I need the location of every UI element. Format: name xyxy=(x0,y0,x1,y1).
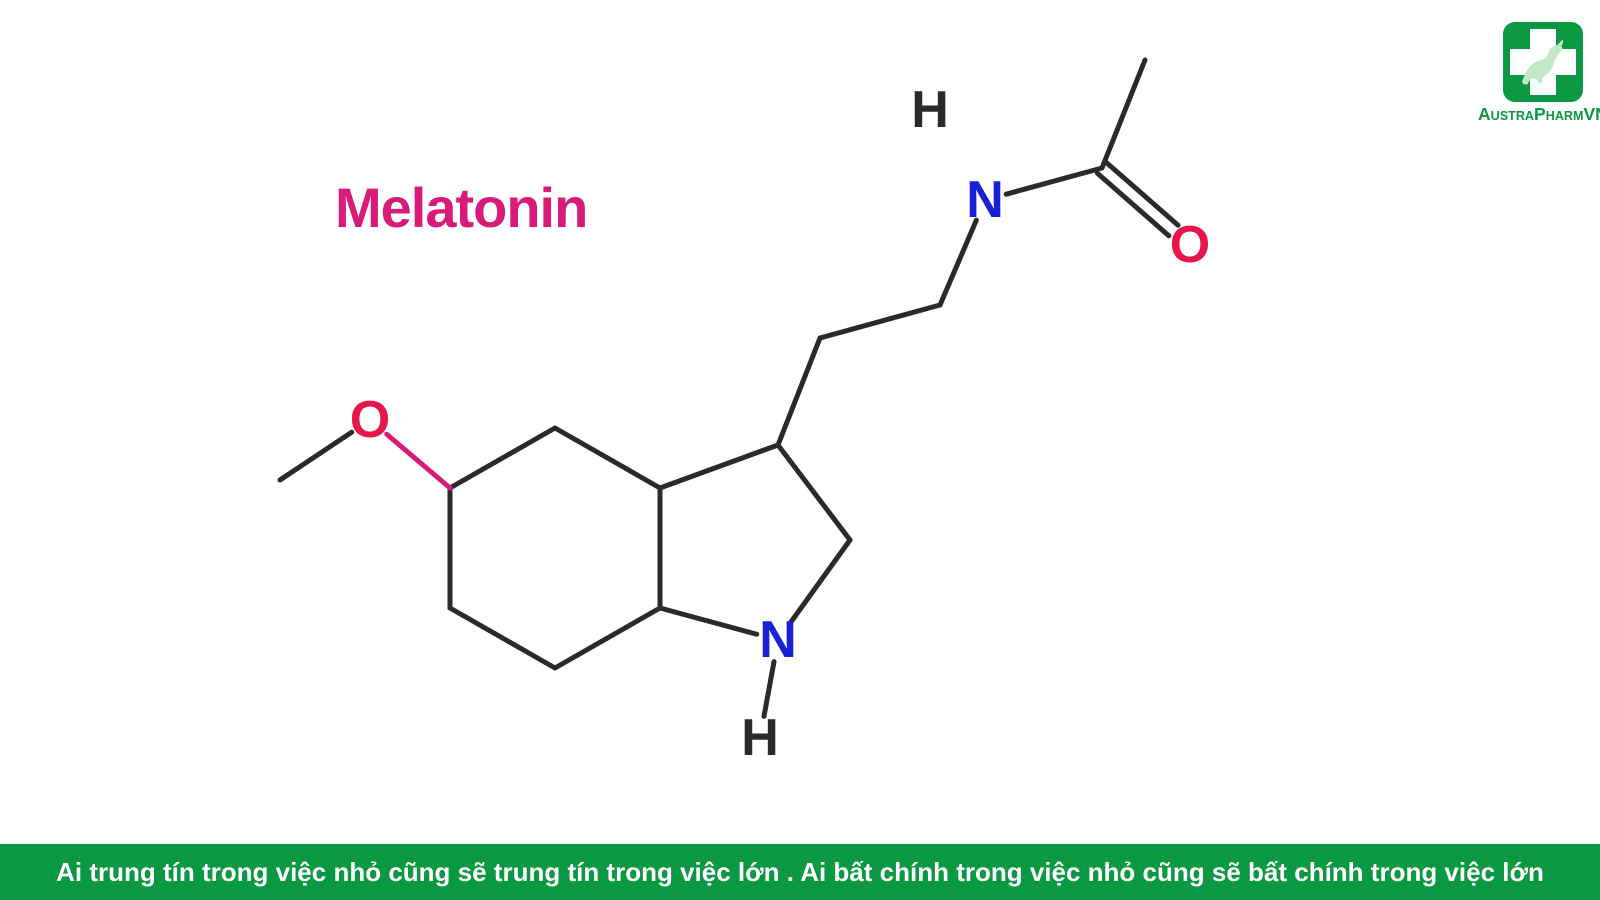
molecule-bonds xyxy=(0,0,1600,900)
kangaroo-icon xyxy=(1508,27,1578,97)
logo-text-harm: HARM xyxy=(1546,109,1584,123)
atom-N: N xyxy=(759,614,797,666)
logo-text-ustra: USTRA xyxy=(1491,109,1534,123)
atom-H: H xyxy=(741,712,779,764)
logo-text-vn: VN xyxy=(1584,104,1600,124)
footer-text: Ai trung tín trong việc nhỏ cũng sẽ trun… xyxy=(56,857,1544,888)
atom-O: O xyxy=(1170,219,1210,271)
atom-N: N xyxy=(966,174,1004,226)
logo-badge xyxy=(1503,22,1583,102)
brand-logo: AUSTRAPHARMVN xyxy=(1478,22,1600,125)
logo-text-a: A xyxy=(1478,104,1491,124)
logo-text-p: P xyxy=(1534,104,1546,124)
footer-banner: Ai trung tín trong việc nhỏ cũng sẽ trun… xyxy=(0,844,1600,900)
atom-O: O xyxy=(350,394,390,446)
logo-text: AUSTRAPHARMVN xyxy=(1478,104,1600,125)
atom-H: H xyxy=(911,84,949,136)
